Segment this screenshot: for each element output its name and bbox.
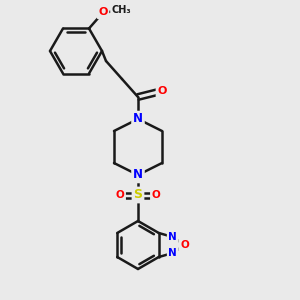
- Text: S: S: [134, 188, 142, 202]
- Text: CH₃: CH₃: [111, 5, 131, 16]
- Text: O: O: [116, 190, 124, 200]
- Text: N: N: [133, 169, 143, 182]
- Text: O: O: [157, 86, 167, 96]
- Text: O: O: [180, 240, 189, 250]
- Text: O: O: [98, 8, 108, 17]
- Text: O: O: [152, 190, 160, 200]
- Text: N: N: [133, 112, 143, 125]
- Text: N: N: [168, 232, 177, 242]
- Text: N: N: [168, 248, 177, 258]
